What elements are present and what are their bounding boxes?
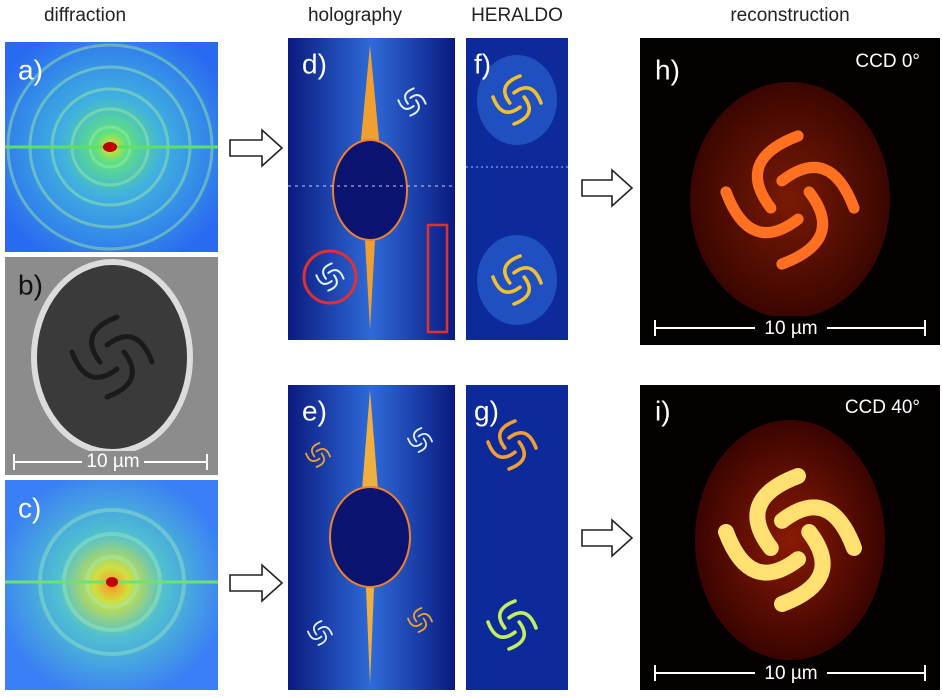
- column-header: diffraction: [44, 5, 126, 26]
- column-header: HERALDO: [471, 5, 563, 26]
- panel-i: i) CCD 40° 10 µm: [640, 385, 940, 690]
- arrow: [229, 128, 284, 168]
- panel-d: d): [288, 38, 455, 340]
- panel-label: i): [655, 395, 671, 426]
- arrow: [581, 518, 634, 558]
- panel-label: d): [302, 48, 327, 79]
- panel-label: b): [18, 269, 43, 300]
- panel-a: a): [5, 42, 218, 252]
- arrow: [229, 563, 284, 603]
- panel-label: h): [655, 54, 680, 85]
- detector-label: CCD 40°: [845, 397, 920, 418]
- panel-g: g): [466, 385, 568, 690]
- scale-bar-label: 10 µm: [764, 318, 817, 339]
- column-header: holography: [308, 5, 403, 26]
- panel-label: f): [474, 48, 491, 79]
- panel-f: f): [466, 38, 568, 340]
- panel-label: a): [18, 54, 43, 85]
- panel-e: e): [288, 385, 455, 690]
- detector-label: CCD 0°: [855, 51, 920, 72]
- scale-bar-label: 10 µm: [764, 663, 817, 684]
- column-header: reconstruction: [730, 5, 849, 26]
- panel-h: h) CCD 0° 10 µm: [640, 38, 940, 345]
- arrow: [581, 168, 634, 208]
- panel-label: g): [474, 395, 499, 426]
- panel-label: c): [18, 492, 41, 523]
- panel-c: c): [5, 480, 218, 690]
- panel-b: 10 µm b): [5, 257, 218, 475]
- scale-bar-label: 10 µm: [86, 451, 139, 472]
- panel-label: e): [302, 395, 327, 426]
